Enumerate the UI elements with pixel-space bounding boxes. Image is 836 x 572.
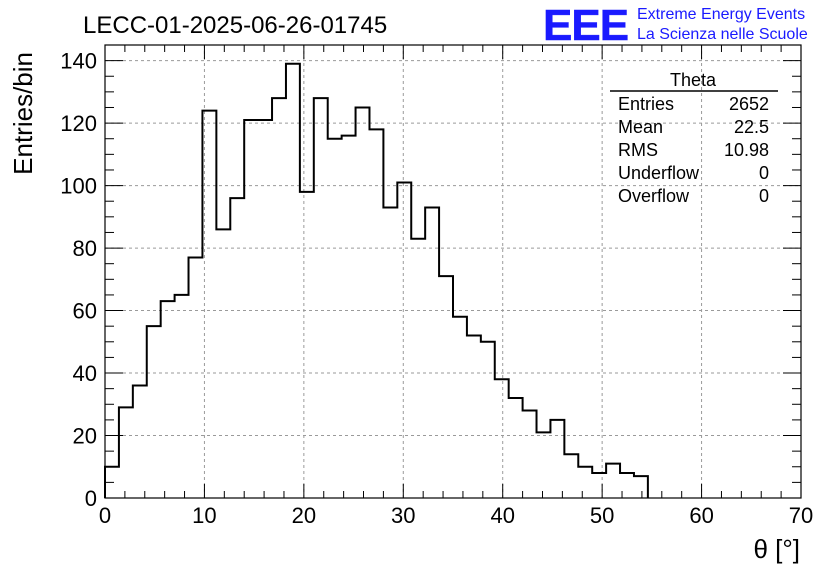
x-tick-label: 10 <box>192 503 216 528</box>
grid-lines <box>105 45 801 498</box>
eee-logo-text: EEE <box>543 1 628 50</box>
plot-frame <box>104 44 802 499</box>
stats-row-label: Overflow <box>618 186 690 206</box>
stats-box-title: Theta <box>670 70 717 90</box>
y-tick-label: 120 <box>60 111 97 136</box>
stats-row-value: 2652 <box>729 94 769 114</box>
y-tick-labels: 0 20 40 60 80 100 120 140 <box>60 49 97 511</box>
histogram-series-line <box>104 62 649 498</box>
stats-row-label: RMS <box>618 140 658 160</box>
stats-box: Theta Entries 2652 Mean 22.5 RMS 10.98 Underfl… <box>610 70 778 206</box>
y-axis-label: Entries/bin <box>8 52 38 175</box>
axis-ticks <box>104 44 802 499</box>
logo-line-2: La Scienza nelle Scuole <box>637 26 808 43</box>
x-axis-label: θ [°] <box>753 534 800 564</box>
x-tick-label: 0 <box>99 503 111 528</box>
logo-line-1: Extreme Energy Events <box>637 6 805 23</box>
stats-row-label: Underflow <box>618 163 700 183</box>
chart-title: LECC-01-2025-06-26-01745 <box>83 12 387 39</box>
eee-logo: EEE Extreme Energy Events La Scienza nel… <box>543 1 808 51</box>
stats-row-label: Entries <box>618 94 674 114</box>
x-tick-label: 20 <box>292 503 316 528</box>
y-tick-label: 60 <box>73 299 97 324</box>
stats-rows: Entries 2652 Mean 22.5 RMS 10.98 Underflow 0 Ove… <box>618 94 769 206</box>
y-tick-label: 80 <box>73 236 97 261</box>
x-tick-labels: 0 10 20 30 40 50 60 70 <box>99 503 813 528</box>
y-tick-label: 0 <box>85 486 97 511</box>
y-tick-label: 40 <box>73 361 97 386</box>
y-tick-label: 20 <box>73 424 97 449</box>
x-tick-label: 60 <box>689 503 713 528</box>
y-tick-label: 140 <box>60 49 97 74</box>
stats-row-value: 0 <box>759 186 769 206</box>
y-tick-label: 100 <box>60 174 97 199</box>
x-tick-label: 30 <box>391 503 415 528</box>
x-tick-label: 70 <box>789 503 813 528</box>
stats-row-value: 10.98 <box>724 140 769 160</box>
stats-row-value: 0 <box>759 163 769 183</box>
x-tick-label: 50 <box>590 503 614 528</box>
x-tick-label: 40 <box>490 503 514 528</box>
stats-row-value: 22.5 <box>734 117 769 137</box>
stats-row-label: Mean <box>618 117 663 137</box>
